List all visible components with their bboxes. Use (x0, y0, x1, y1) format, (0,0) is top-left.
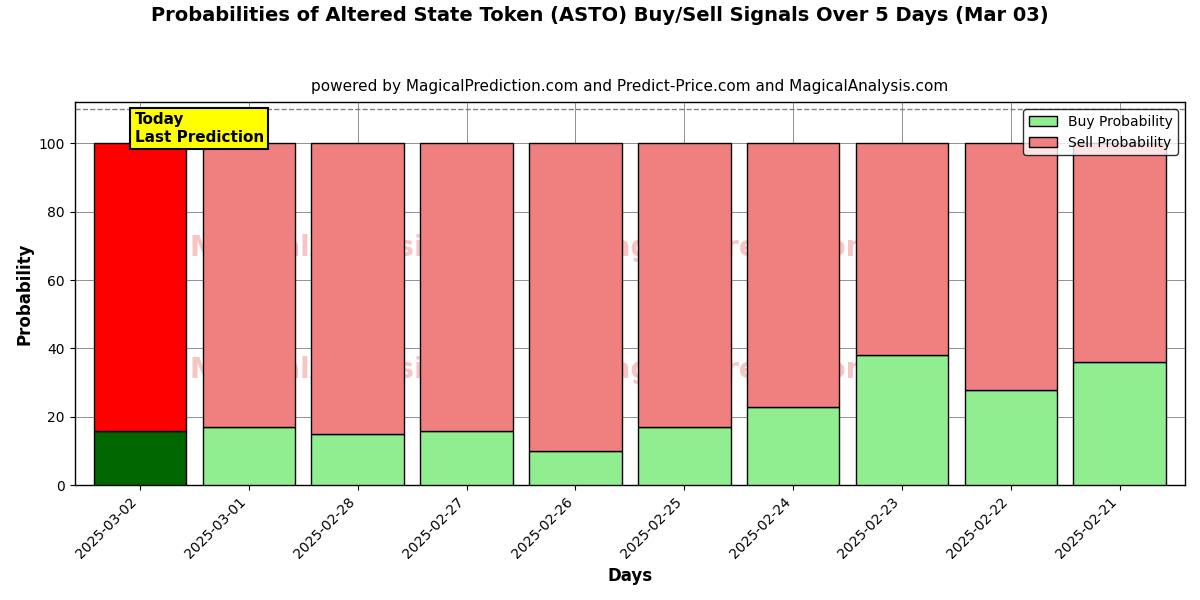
Bar (203, 143, 295, 427)
Text: MagicalPrediction.com: MagicalPrediction.com (584, 234, 941, 262)
Bar (312, 434, 404, 485)
Bar (1074, 143, 1166, 362)
Bar (746, 143, 839, 407)
Bar (94, 143, 186, 431)
Bar (638, 427, 731, 485)
Bar (94, 431, 186, 485)
Bar (638, 143, 731, 427)
Legend: Buy Probability, Sell Probability: Buy Probability, Sell Probability (1024, 109, 1178, 155)
Bar (1074, 362, 1166, 485)
Bar (746, 407, 839, 485)
Bar (856, 355, 948, 485)
Y-axis label: Probability: Probability (16, 242, 34, 345)
Bar (965, 389, 1057, 485)
Text: Today
Last Prediction: Today Last Prediction (134, 112, 264, 145)
Text: Probabilities of Altered State Token (ASTO) Buy/Sell Signals Over 5 Days (Mar 03: Probabilities of Altered State Token (AS… (151, 6, 1049, 25)
Bar (420, 143, 512, 431)
Text: MagicalAnalysis.com: MagicalAnalysis.com (190, 356, 515, 385)
Bar (312, 143, 404, 434)
Text: MagicalPrediction.com: MagicalPrediction.com (584, 356, 941, 385)
X-axis label: Days: Days (607, 567, 653, 585)
Bar (203, 427, 295, 485)
Bar (529, 143, 622, 451)
Text: MagicalAnalysis.com: MagicalAnalysis.com (190, 234, 515, 262)
Title: powered by MagicalPrediction.com and Predict-Price.com and MagicalAnalysis.com: powered by MagicalPrediction.com and Pre… (311, 79, 948, 94)
Bar (856, 143, 948, 355)
Bar (529, 451, 622, 485)
Bar (965, 143, 1057, 389)
Bar (420, 431, 512, 485)
